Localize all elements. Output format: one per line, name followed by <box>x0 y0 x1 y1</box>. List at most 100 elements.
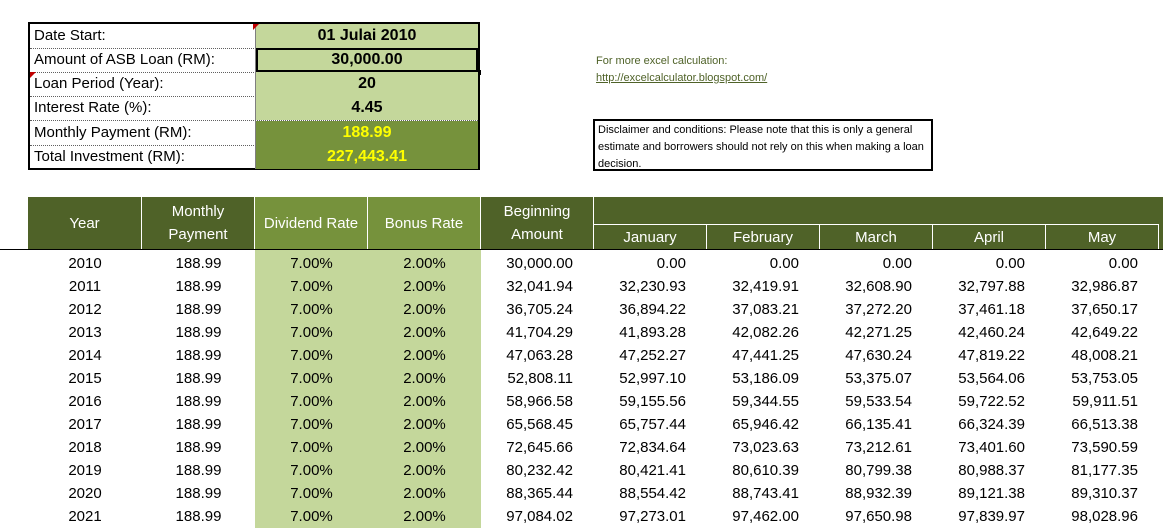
january-cell[interactable]: 80,421.41 <box>619 462 686 479</box>
may-cell[interactable]: 32,986.87 <box>1071 278 1138 295</box>
february-cell[interactable]: 65,946.42 <box>732 416 799 433</box>
year-cell[interactable]: 2013 <box>68 324 102 341</box>
bonus-rate-cell[interactable]: 2.00% <box>403 508 446 525</box>
february-cell[interactable]: 80,610.39 <box>732 462 799 479</box>
bonus-rate-cell[interactable]: 2.00% <box>403 278 446 295</box>
february-cell[interactable]: 37,083.21 <box>732 301 799 318</box>
year-cell[interactable]: 2018 <box>68 439 102 456</box>
january-cell[interactable]: 72,834.64 <box>619 439 686 456</box>
beginning-amount-cell[interactable]: 41,704.29 <box>506 324 573 341</box>
january-cell[interactable]: 47,252.27 <box>619 347 686 364</box>
dividend-rate-cell[interactable]: 7.00% <box>290 416 333 433</box>
february-cell[interactable]: 42,082.26 <box>732 324 799 341</box>
march-cell[interactable]: 47,630.24 <box>845 347 912 364</box>
bonus-rate-cell[interactable]: 2.00% <box>403 347 446 364</box>
year-cell[interactable]: 2021 <box>68 508 102 525</box>
monthly-payment-cell[interactable]: 188.99 <box>175 462 222 479</box>
monthly-payment-cell[interactable]: 188.99 <box>175 370 222 387</box>
may-cell[interactable]: 98,028.96 <box>1071 508 1138 525</box>
march-cell[interactable]: 53,375.07 <box>845 370 912 387</box>
february-cell[interactable]: 32,419.91 <box>732 278 799 295</box>
monthly-payment-cell[interactable]: 188.99 <box>175 508 222 525</box>
march-cell[interactable]: 32,608.90 <box>845 278 912 295</box>
april-cell[interactable]: 89,121.38 <box>958 485 1025 502</box>
march-cell[interactable]: 97,650.98 <box>845 508 912 525</box>
march-cell[interactable]: 66,135.41 <box>845 416 912 433</box>
dividend-rate-cell[interactable]: 7.00% <box>290 255 333 272</box>
beginning-amount-cell[interactable]: 80,232.42 <box>506 462 573 479</box>
monthly-payment-cell[interactable]: 188.99 <box>175 416 222 433</box>
year-cell[interactable]: 2011 <box>68 278 102 295</box>
february-cell[interactable]: 53,186.09 <box>732 370 799 387</box>
loan-period-cell[interactable]: 20 <box>256 72 478 96</box>
april-cell[interactable]: 66,324.39 <box>958 416 1025 433</box>
monthly-payment-cell[interactable]: 188.99 <box>175 301 222 318</box>
beginning-amount-cell[interactable]: 30,000.00 <box>506 255 573 272</box>
monthly-payment-cell[interactable]: 188.99 <box>175 278 222 295</box>
year-cell[interactable]: 2012 <box>68 301 102 318</box>
march-cell[interactable]: 59,533.54 <box>845 393 912 410</box>
may-cell[interactable]: 66,513.38 <box>1071 416 1138 433</box>
may-cell[interactable]: 59,911.51 <box>1072 393 1138 410</box>
monthly-payment-cell[interactable]: 188.99 <box>175 255 222 272</box>
march-cell[interactable]: 0.00 <box>882 255 912 272</box>
interest-rate-cell[interactable]: 4.45 <box>256 96 478 120</box>
april-cell[interactable]: 37,461.18 <box>958 301 1025 318</box>
beginning-amount-cell[interactable]: 97,084.02 <box>506 508 573 525</box>
january-cell[interactable]: 36,894.22 <box>619 301 686 318</box>
year-cell[interactable]: 2010 <box>68 255 102 272</box>
beginning-amount-cell[interactable]: 52,808.11 <box>507 370 573 387</box>
monthly-payment-cell[interactable]: 188.99 <box>175 393 222 410</box>
february-cell[interactable]: 47,441.25 <box>732 347 799 364</box>
april-cell[interactable]: 80,988.37 <box>958 462 1025 479</box>
dividend-rate-cell[interactable]: 7.00% <box>290 370 333 387</box>
beginning-amount-cell[interactable]: 47,063.28 <box>506 347 573 364</box>
dividend-rate-cell[interactable]: 7.00% <box>290 439 333 456</box>
january-cell[interactable]: 0.00 <box>656 255 686 272</box>
monthly-payment-cell[interactable]: 188.99 <box>175 485 222 502</box>
monthly-payment-cell[interactable]: 188.99 <box>175 347 222 364</box>
blog-link[interactable]: http://excelcalculator.blogspot.com/ <box>596 72 768 84</box>
may-cell[interactable]: 0.00 <box>1108 255 1138 272</box>
beginning-amount-cell[interactable]: 88,365.44 <box>506 485 573 502</box>
may-cell[interactable]: 89,310.37 <box>1071 485 1138 502</box>
april-cell[interactable]: 47,819.22 <box>958 347 1025 364</box>
february-cell[interactable]: 59,344.55 <box>732 393 799 410</box>
bonus-rate-cell[interactable]: 2.00% <box>403 324 446 341</box>
march-cell[interactable]: 37,272.20 <box>845 301 912 318</box>
monthly-payment-cell[interactable]: 188.99 <box>175 324 222 341</box>
april-cell[interactable]: 42,460.24 <box>958 324 1025 341</box>
march-cell[interactable]: 73,212.61 <box>845 439 912 456</box>
january-cell[interactable]: 97,273.01 <box>619 508 686 525</box>
dividend-rate-cell[interactable]: 7.00% <box>290 462 333 479</box>
april-cell[interactable]: 97,839.97 <box>958 508 1025 525</box>
dividend-rate-cell[interactable]: 7.00% <box>290 485 333 502</box>
february-cell[interactable]: 73,023.63 <box>732 439 799 456</box>
january-cell[interactable]: 41,893.28 <box>619 324 686 341</box>
bonus-rate-cell[interactable]: 2.00% <box>403 255 446 272</box>
may-cell[interactable]: 53,753.05 <box>1071 370 1138 387</box>
january-cell[interactable]: 88,554.42 <box>619 485 686 502</box>
loan-amount-cell[interactable]: 30,000.00 <box>256 48 478 72</box>
march-cell[interactable]: 88,932.39 <box>845 485 912 502</box>
year-cell[interactable]: 2019 <box>68 462 102 479</box>
may-cell[interactable]: 73,590.59 <box>1071 439 1138 456</box>
year-cell[interactable]: 2015 <box>68 370 102 387</box>
bonus-rate-cell[interactable]: 2.00% <box>403 301 446 318</box>
dividend-rate-cell[interactable]: 7.00% <box>290 278 333 295</box>
april-cell[interactable]: 0.00 <box>995 255 1025 272</box>
beginning-amount-cell[interactable]: 58,966.58 <box>506 393 573 410</box>
date-start-cell[interactable]: 01 Julai 2010 <box>256 24 478 48</box>
february-cell[interactable]: 0.00 <box>769 255 799 272</box>
bonus-rate-cell[interactable]: 2.00% <box>403 462 446 479</box>
january-cell[interactable]: 52,997.10 <box>619 370 686 387</box>
bonus-rate-cell[interactable]: 2.00% <box>403 370 446 387</box>
march-cell[interactable]: 80,799.38 <box>845 462 912 479</box>
dividend-rate-cell[interactable]: 7.00% <box>290 301 333 318</box>
april-cell[interactable]: 73,401.60 <box>958 439 1025 456</box>
april-cell[interactable]: 53,564.06 <box>958 370 1025 387</box>
fill-handle-icon[interactable] <box>476 70 481 75</box>
january-cell[interactable]: 32,230.93 <box>619 278 686 295</box>
march-cell[interactable]: 42,271.25 <box>845 324 912 341</box>
bonus-rate-cell[interactable]: 2.00% <box>403 439 446 456</box>
